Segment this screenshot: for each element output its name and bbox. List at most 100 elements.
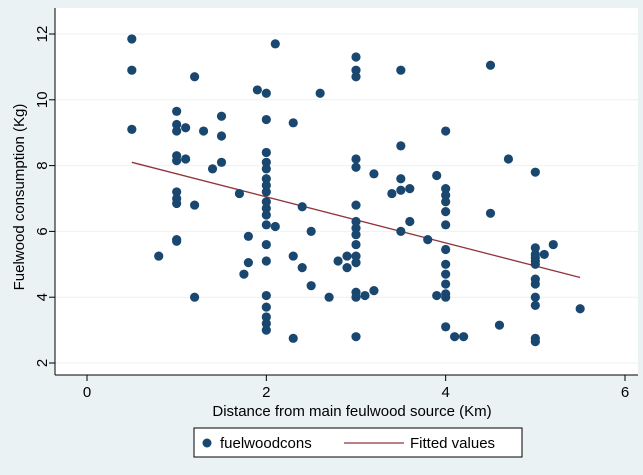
data-point bbox=[530, 243, 540, 253]
data-point bbox=[261, 302, 271, 312]
data-point bbox=[172, 126, 182, 136]
data-point bbox=[261, 164, 271, 174]
y-axis-title: Fuelwood consumption (Kg) bbox=[11, 104, 28, 291]
data-point bbox=[351, 292, 361, 302]
data-point bbox=[405, 216, 415, 227]
grid bbox=[55, 33, 638, 364]
data-point bbox=[261, 180, 271, 190]
data-point bbox=[351, 258, 361, 268]
x-axis-title: Distance from main feulwood source (Km) bbox=[212, 403, 491, 420]
data-point bbox=[387, 188, 397, 199]
data-point bbox=[494, 320, 505, 330]
data-point bbox=[539, 249, 549, 260]
y-tick-label: 4 bbox=[34, 293, 51, 301]
legend-label-fitted-values: Fitted values bbox=[410, 435, 495, 452]
data-point bbox=[432, 170, 442, 181]
data-point bbox=[530, 300, 540, 311]
data-point bbox=[351, 223, 361, 233]
data-point bbox=[351, 200, 361, 210]
legend: fuelwoodcons Fitted values bbox=[193, 427, 523, 458]
data-point bbox=[441, 259, 451, 269]
data-point bbox=[351, 251, 361, 261]
data-point bbox=[441, 207, 451, 217]
data-point bbox=[575, 304, 585, 314]
data-point bbox=[396, 141, 406, 151]
data-point bbox=[369, 169, 379, 179]
data-point bbox=[239, 269, 249, 279]
data-point bbox=[503, 154, 514, 164]
data-point bbox=[548, 239, 558, 250]
data-point bbox=[127, 34, 137, 44]
data-point bbox=[261, 325, 271, 335]
data-point bbox=[172, 187, 182, 197]
data-point bbox=[441, 184, 451, 194]
data-point bbox=[441, 322, 451, 332]
data-point bbox=[261, 197, 271, 207]
data-point bbox=[261, 290, 271, 301]
data-point bbox=[351, 230, 361, 240]
data-point bbox=[261, 157, 271, 167]
data-point bbox=[252, 85, 262, 95]
data-point bbox=[441, 279, 451, 289]
x-tick-label: 4 bbox=[441, 384, 449, 401]
data-point bbox=[288, 251, 298, 261]
data-point bbox=[396, 185, 406, 195]
data-point bbox=[530, 279, 540, 289]
data-point bbox=[198, 126, 209, 136]
data-point bbox=[261, 256, 271, 266]
data-point bbox=[154, 251, 164, 261]
data-point bbox=[172, 119, 182, 130]
data-point bbox=[261, 114, 271, 125]
data-point bbox=[333, 256, 343, 266]
data-point bbox=[423, 235, 433, 245]
data-point bbox=[441, 292, 451, 302]
data-point bbox=[127, 65, 137, 75]
data-point bbox=[351, 216, 361, 227]
data-point bbox=[441, 197, 451, 207]
data-point bbox=[342, 262, 352, 273]
points-layer bbox=[127, 34, 585, 347]
data-point bbox=[261, 88, 271, 98]
data-point bbox=[369, 286, 379, 296]
data-point bbox=[172, 156, 182, 166]
x-tick-label: 2 bbox=[262, 384, 270, 401]
legend-label-fuelwoodcons: fuelwoodcons bbox=[220, 435, 312, 452]
data-point bbox=[190, 200, 200, 210]
data-point bbox=[441, 190, 451, 200]
data-point bbox=[432, 290, 442, 301]
data-point bbox=[172, 198, 182, 209]
data-point bbox=[270, 39, 280, 49]
data-point bbox=[261, 312, 271, 322]
data-point bbox=[172, 106, 182, 116]
data-point bbox=[297, 262, 307, 273]
data-point bbox=[530, 259, 540, 269]
data-point bbox=[530, 337, 540, 347]
data-point bbox=[216, 111, 227, 121]
data-point bbox=[351, 332, 361, 342]
data-point bbox=[441, 269, 451, 279]
data-point bbox=[360, 290, 370, 301]
data-point bbox=[297, 202, 307, 212]
legend-marker-icon bbox=[202, 438, 212, 448]
data-point bbox=[243, 231, 253, 241]
data-point bbox=[530, 167, 540, 177]
data-point bbox=[234, 188, 245, 199]
data-point bbox=[181, 154, 191, 164]
data-point bbox=[441, 220, 451, 230]
data-point bbox=[306, 281, 316, 291]
y-tick-label: 12 bbox=[34, 26, 51, 43]
y-tick-label: 2 bbox=[34, 359, 51, 367]
data-point bbox=[450, 332, 460, 342]
data-point bbox=[261, 318, 271, 329]
y-tick-label: 8 bbox=[34, 161, 51, 169]
data-point bbox=[216, 131, 227, 141]
data-point bbox=[270, 221, 280, 232]
data-point bbox=[485, 208, 496, 218]
data-point bbox=[127, 124, 137, 135]
data-point bbox=[207, 164, 218, 174]
data-point bbox=[441, 126, 451, 136]
data-point bbox=[342, 251, 352, 261]
axes: 0 2 4 6 2 4 6 8 10 12 bbox=[34, 8, 638, 401]
data-point bbox=[243, 258, 253, 268]
